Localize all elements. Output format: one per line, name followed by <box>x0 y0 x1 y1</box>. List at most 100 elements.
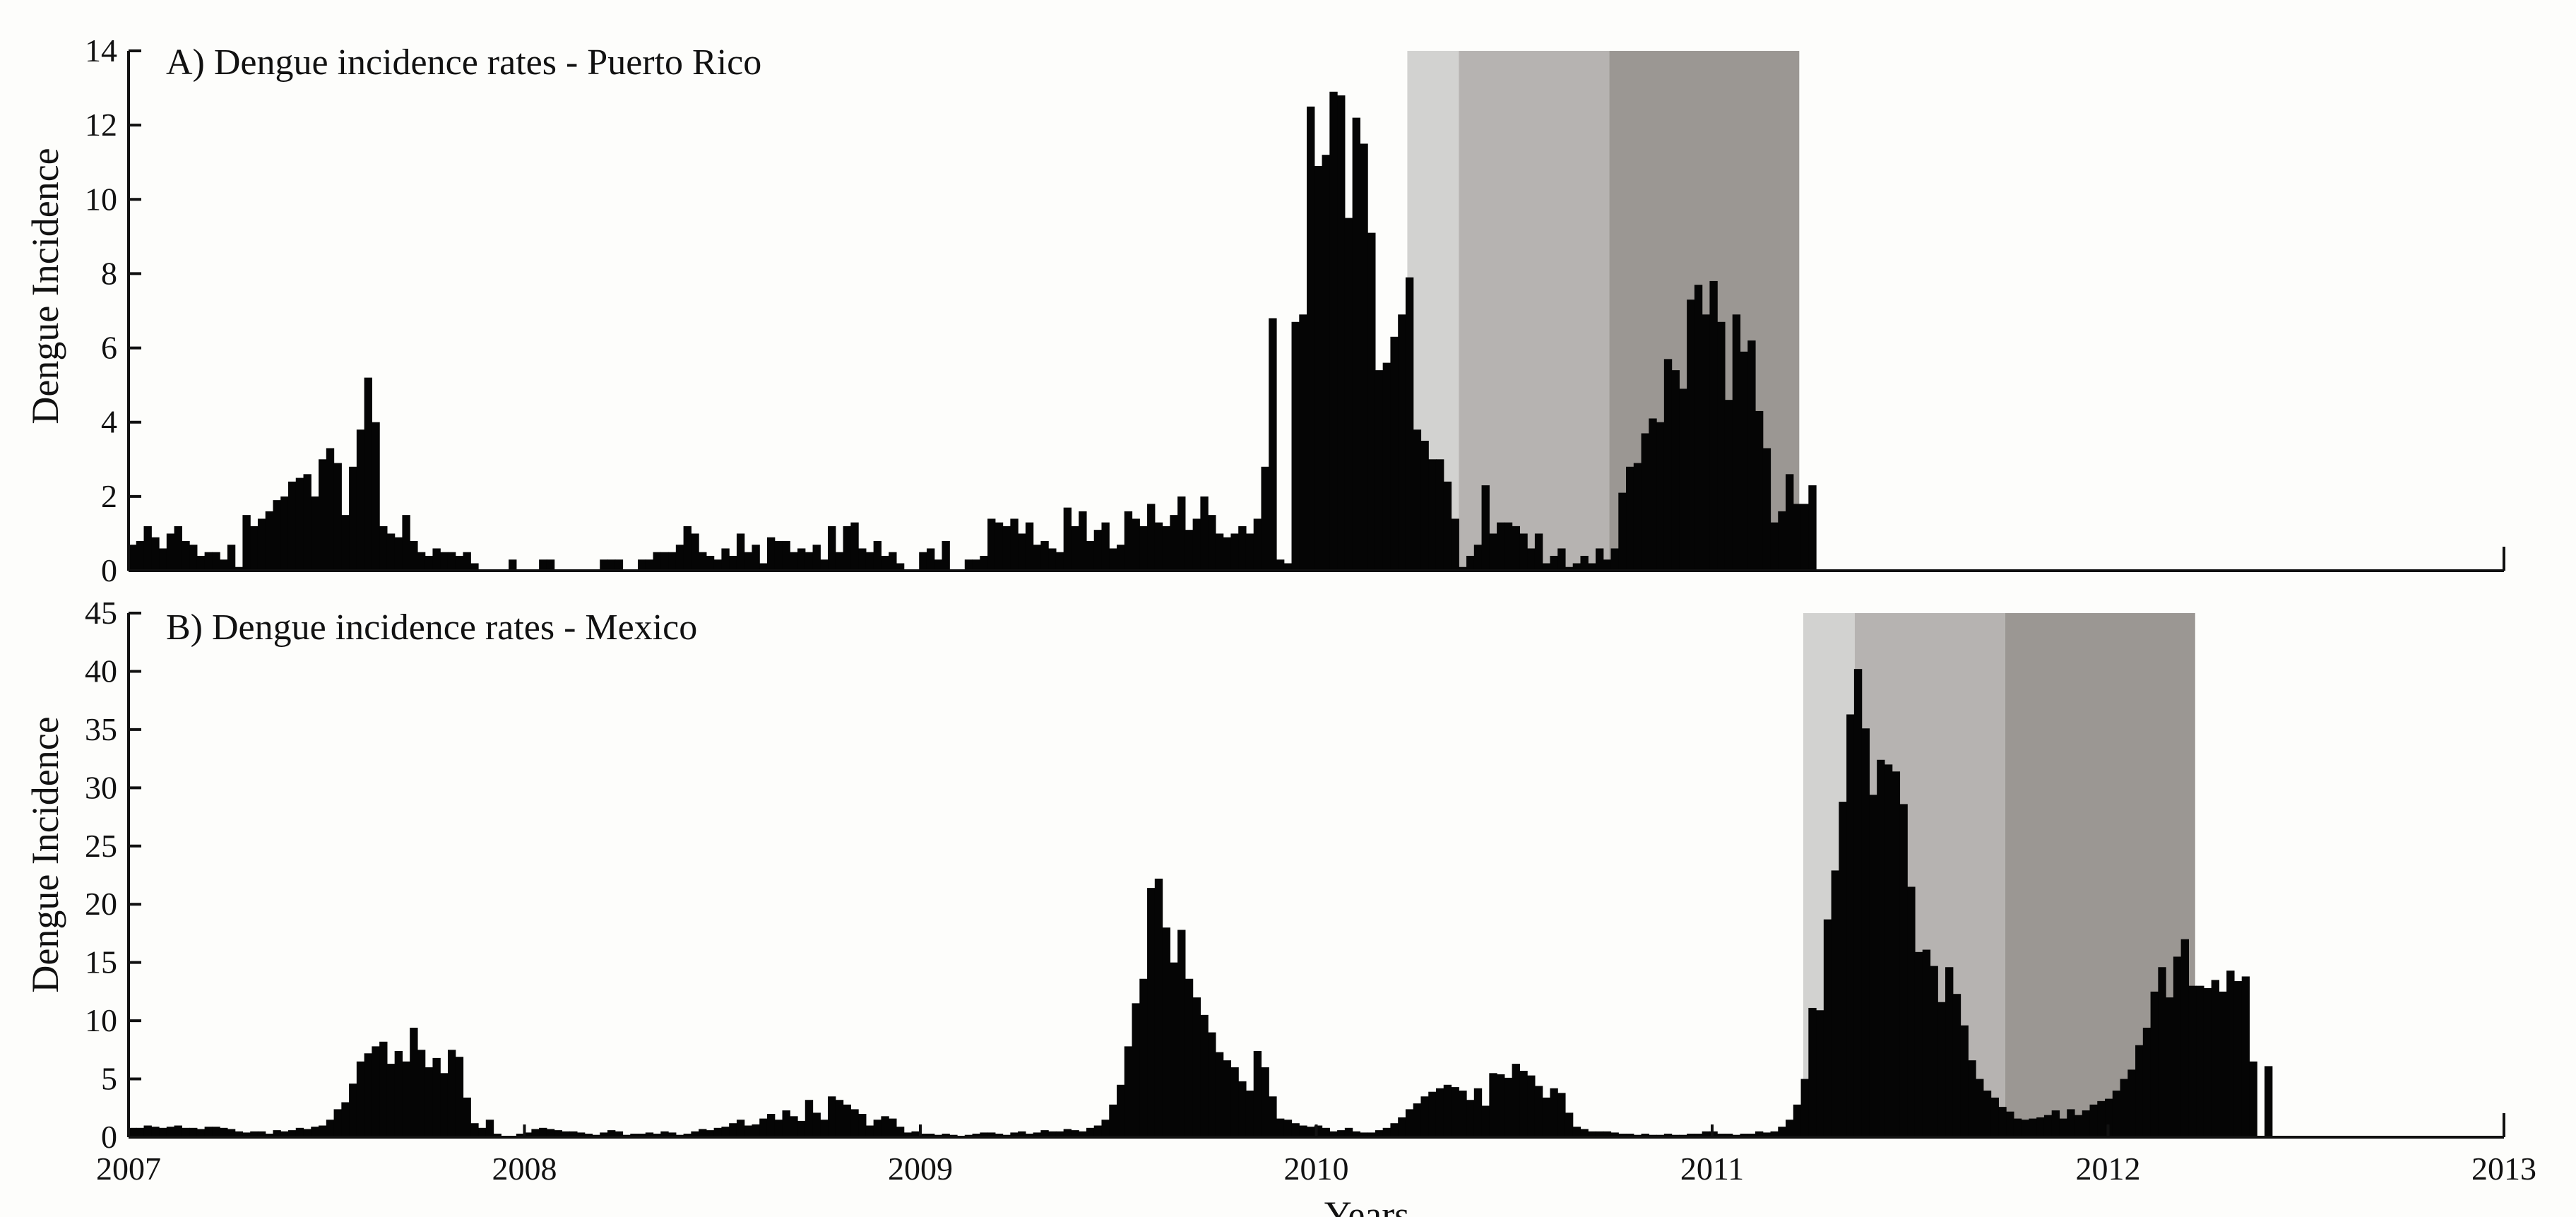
panel-a-bar <box>1557 548 1566 571</box>
panel-a-bar <box>1390 336 1399 571</box>
panel-a-bar <box>1694 285 1703 571</box>
panel-a-bar <box>432 548 441 571</box>
panel-a-bar <box>1208 515 1216 571</box>
panel-a-bar <box>889 552 897 571</box>
panel-b-y-tick-label: 20 <box>85 886 117 922</box>
panel-b-bar <box>2150 991 2159 1137</box>
panel-a-bar <box>1732 314 1741 571</box>
panel-b-bar <box>630 1134 639 1137</box>
panel-b-bar <box>2211 980 2220 1137</box>
panel-b-bar <box>1337 1130 1346 1137</box>
panel-b-bar <box>896 1127 905 1137</box>
panel-a-bar <box>1192 518 1201 571</box>
panel-b-bar <box>1534 1086 1543 1137</box>
panel-a-bar <box>470 563 479 571</box>
panel-b-bar <box>1276 1118 1285 1137</box>
panel-b-bar <box>1101 1120 1110 1137</box>
panel-b-bar <box>364 1053 372 1137</box>
panel-b-bar <box>1413 1103 1422 1137</box>
panel-a-bar <box>417 552 426 571</box>
x-tick-label: 2011 <box>1680 1151 1744 1187</box>
panel-b-bar <box>995 1134 1004 1137</box>
panel-a-bar <box>1063 507 1072 571</box>
panel-a-bar <box>850 522 859 571</box>
panel-b-bar <box>1709 1131 1718 1137</box>
panel-b-bar <box>713 1127 723 1137</box>
panel-a-bar <box>1709 280 1718 571</box>
panel-a-bar <box>1466 555 1475 571</box>
panel-a-bar <box>189 545 198 571</box>
panel-b-bar <box>2043 1115 2053 1137</box>
panel-a-bar <box>721 548 730 571</box>
panel-b-bar <box>1375 1130 1384 1137</box>
panel-b-bar <box>546 1129 555 1137</box>
panel-a-bar <box>174 526 182 571</box>
x-tick-label: 2007 <box>96 1151 161 1187</box>
panel-b-bar <box>2006 1111 2014 1137</box>
panel-a-bar <box>1633 463 1642 571</box>
panel-b-bar <box>1063 1129 1072 1137</box>
panel-a-bar <box>1329 91 1338 571</box>
panel-a-bar <box>782 540 790 571</box>
panel-a-bar <box>675 545 684 571</box>
panel-b-bar <box>257 1131 266 1137</box>
panel-a-bar <box>1139 526 1148 571</box>
panel-b-bar <box>333 1109 342 1137</box>
panel-a-bar <box>1489 533 1497 571</box>
panel-b-bar <box>865 1125 874 1137</box>
panel-a-bar <box>280 496 289 571</box>
panel-b-bar <box>2265 1066 2273 1137</box>
panel-a-bar <box>1382 362 1391 571</box>
panel-a-bar <box>1093 530 1103 571</box>
panel-b-bar <box>889 1118 897 1137</box>
panel-a-bar <box>1497 522 1505 571</box>
panel-a-bar <box>1238 526 1247 571</box>
panel-a-bar <box>349 466 357 571</box>
panel-b-bar <box>1291 1123 1300 1137</box>
panel-b-bar <box>1071 1130 1079 1137</box>
panel-b-bar <box>1322 1127 1330 1137</box>
panel-b-bar <box>402 1061 410 1137</box>
panel-a-bar <box>919 552 927 571</box>
panel-b-bar <box>1892 771 1901 1137</box>
panel-b-bar <box>1124 1046 1133 1137</box>
panel-b-bar <box>394 1050 403 1137</box>
panel-a-bar <box>129 545 137 571</box>
panel-b-bar <box>2127 1069 2136 1137</box>
panel-b-bar <box>790 1116 798 1137</box>
panel-b-y-tick-label: 35 <box>85 711 117 747</box>
panel-b-bar <box>2112 1091 2121 1137</box>
panel-b-bar <box>2051 1110 2060 1137</box>
panel-b-bar <box>372 1046 380 1137</box>
panel-a-title: A) Dengue incidence rates - Puerto Rico <box>166 42 761 83</box>
panel-a-bar <box>273 500 281 571</box>
panel-b-y-tick-label: 25 <box>85 828 117 864</box>
panel-a-bar <box>691 533 699 571</box>
panel-b-bar <box>1580 1129 1589 1137</box>
panel-a-bar <box>242 515 251 571</box>
panel-a-bar <box>204 552 213 571</box>
panel-a-y-tick-label: 14 <box>85 32 117 69</box>
panel-a-bar <box>660 552 669 571</box>
panel-a-bar <box>645 559 654 571</box>
panel-a-bar <box>1002 526 1011 571</box>
panel-b-bar <box>1747 1134 1756 1137</box>
panel-b-bar <box>562 1131 570 1137</box>
panel-b-bar <box>539 1127 547 1137</box>
panel-a-bar <box>250 526 259 571</box>
panel-b-bar <box>2089 1104 2098 1137</box>
panel-b-bar <box>2142 1028 2151 1137</box>
panel-b-bar <box>1314 1125 1323 1137</box>
panel-a-bar <box>1269 318 1277 571</box>
panel-a-y-tick-label: 0 <box>101 552 117 588</box>
panel-b-bar <box>1945 967 1954 1137</box>
panel-b-bar <box>1177 930 1186 1137</box>
panel-a-bar <box>1018 533 1026 571</box>
panel-a-bar <box>151 537 160 571</box>
panel-a-bar <box>1603 559 1612 571</box>
panel-b-bar <box>812 1112 821 1137</box>
panel-b-bar <box>1808 1007 1817 1137</box>
panel-b-bar <box>425 1067 434 1137</box>
panel-b-bar <box>295 1127 304 1137</box>
panel-b-bar <box>2074 1115 2083 1137</box>
